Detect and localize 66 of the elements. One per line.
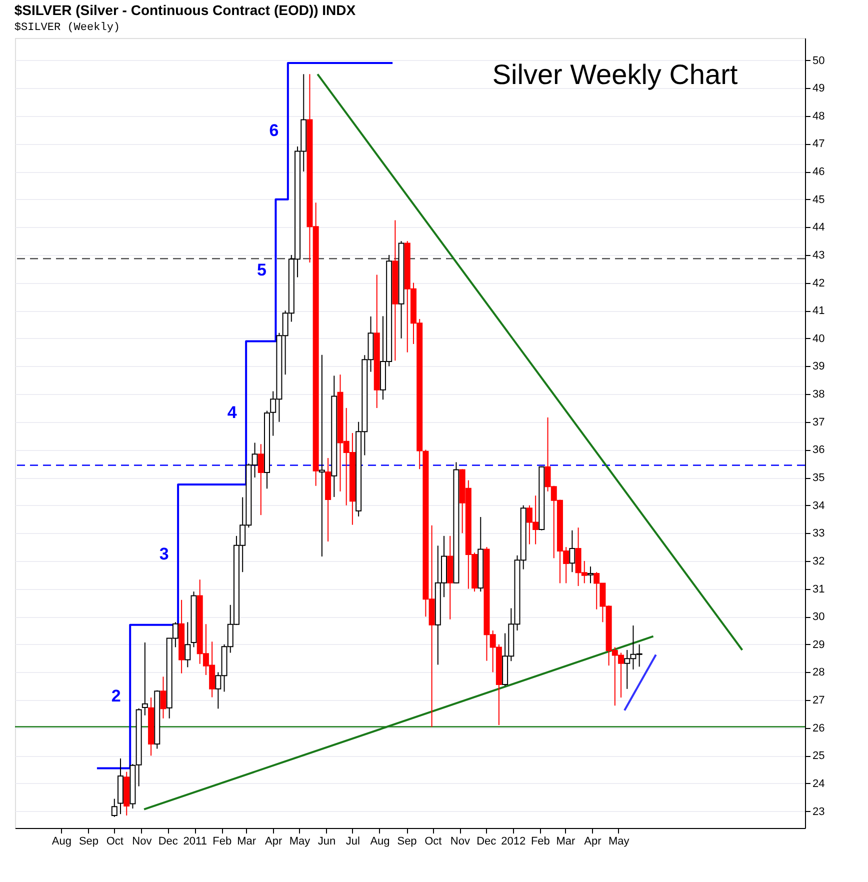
y-tick-label: 24 (812, 778, 825, 790)
y-tick-label: 48 (812, 110, 825, 122)
y-tick-label: 41 (812, 305, 825, 318)
x-tick-label: 2012 (501, 836, 526, 848)
x-tick-label: Feb (530, 836, 550, 848)
x-tick-label: Oct (106, 836, 124, 848)
y-tick-label: 25 (812, 750, 825, 762)
annotation: 2 (111, 686, 121, 706)
x-tick-label: 2011 (183, 836, 207, 848)
x-tick-label: Jun (318, 836, 336, 848)
y-tick-label: 43 (812, 249, 825, 262)
x-tick-label: Jul (346, 836, 360, 848)
candlestick (258, 444, 264, 516)
x-tick-label: Mar (237, 836, 256, 848)
candlestick (587, 566, 594, 584)
annotation: 5 (256, 260, 266, 280)
candlestick (569, 530, 576, 573)
x-tick-label: Dec (476, 836, 497, 848)
y-tick-label: 37 (812, 416, 825, 428)
x-tick-label: Oct (424, 836, 442, 848)
annotation: 6 (269, 121, 279, 140)
y-tick-label: 39 (812, 360, 825, 373)
y-tick-label: 28 (812, 666, 825, 679)
chart-title: $SILVER (Silver - Continuous Contract (EOD)) INDX (14, 2, 356, 18)
candlestick (111, 798, 118, 818)
x-tick-label: Dec (158, 836, 178, 848)
x-tick-label: Apr (265, 836, 282, 848)
candlestick (184, 622, 191, 668)
x-tick-label: Mar (556, 836, 576, 848)
y-tick-label: 34 (812, 500, 825, 512)
y-tick-label: 50 (812, 54, 825, 67)
annotation: 4 (227, 402, 238, 422)
x-tick-label: Apr (584, 836, 602, 848)
y-tick-label: 35 (812, 472, 825, 484)
y-tick-label: 45 (812, 194, 825, 206)
annotation: Silver Weekly Chart (492, 59, 738, 90)
y-tick-label: 33 (812, 528, 825, 540)
y-tick-label: 49 (812, 82, 825, 95)
candlestick (142, 642, 148, 716)
x-tick-label: Aug (370, 836, 390, 848)
candlestick (160, 676, 166, 719)
candlestick (318, 354, 325, 558)
y-tick-label: 46 (812, 166, 825, 178)
y-tick-label: 40 (812, 332, 825, 345)
y-tick-label: 38 (812, 388, 825, 401)
x-tick-label: Sep (397, 836, 417, 848)
x-tick-label: Nov (132, 836, 152, 848)
y-tick-label: 47 (812, 138, 825, 150)
y-tick-label: 44 (812, 222, 825, 234)
x-tick-label: Aug (52, 836, 72, 848)
x-tick-label: May (289, 836, 311, 848)
x-tick-label: May (608, 836, 630, 848)
y-tick-label: 23 (812, 806, 825, 818)
annotation: 3 (159, 544, 169, 564)
y-tick-label: 26 (812, 722, 825, 734)
y-tick-label: 42 (812, 277, 825, 290)
y-tick-label: 27 (812, 694, 825, 707)
y-tick-label: 32 (812, 555, 825, 568)
x-tick-label: Nov (450, 836, 470, 848)
y-tick-label: 29 (812, 638, 825, 651)
chart-subtitle: $SILVER (Weekly) (14, 22, 120, 34)
x-tick-label: Feb (212, 836, 232, 848)
y-tick-label: 31 (812, 583, 825, 596)
y-tick-label: 30 (812, 611, 825, 624)
x-tick-label: Sep (78, 836, 99, 848)
y-tick-label: 36 (812, 444, 825, 456)
